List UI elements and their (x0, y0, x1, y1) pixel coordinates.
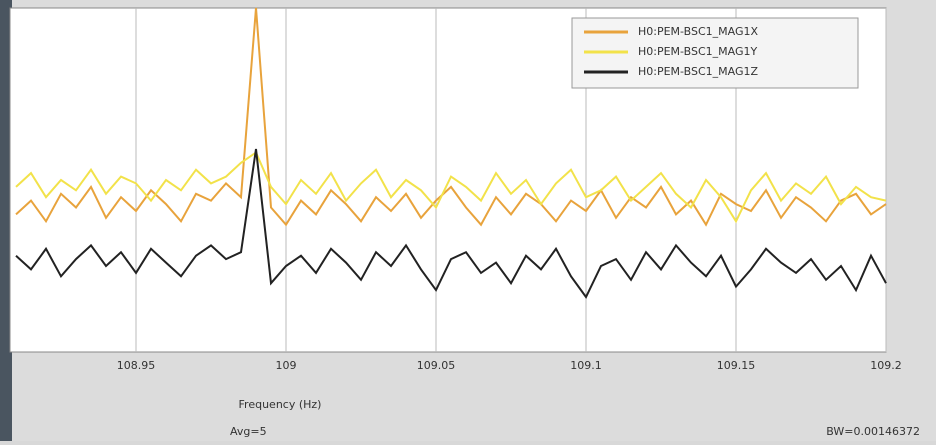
legend-label: H0:PEM-BSC1_MAG1Y (638, 45, 757, 58)
x-tick-label: 109.2 (870, 359, 902, 372)
note: BW=0.00146372 (826, 425, 920, 438)
x-tick-label: 109.1 (570, 359, 602, 372)
x-tick-label: 109.15 (717, 359, 756, 372)
x-axis-label: Frequency (Hz) (239, 398, 322, 411)
note: Avg=5 (230, 425, 267, 438)
x-tick-label: 109 (276, 359, 297, 372)
legend-label: H0:PEM-BSC1_MAG1X (638, 25, 758, 38)
chart: Frequency (Hz) Avg=5 BW=0.00146372 108.9… (0, 0, 936, 441)
x-tick-label: 108.95 (117, 359, 156, 372)
legend-label: H0:PEM-BSC1_MAG1Z (638, 65, 758, 78)
x-tick-label: 109.05 (417, 359, 456, 372)
